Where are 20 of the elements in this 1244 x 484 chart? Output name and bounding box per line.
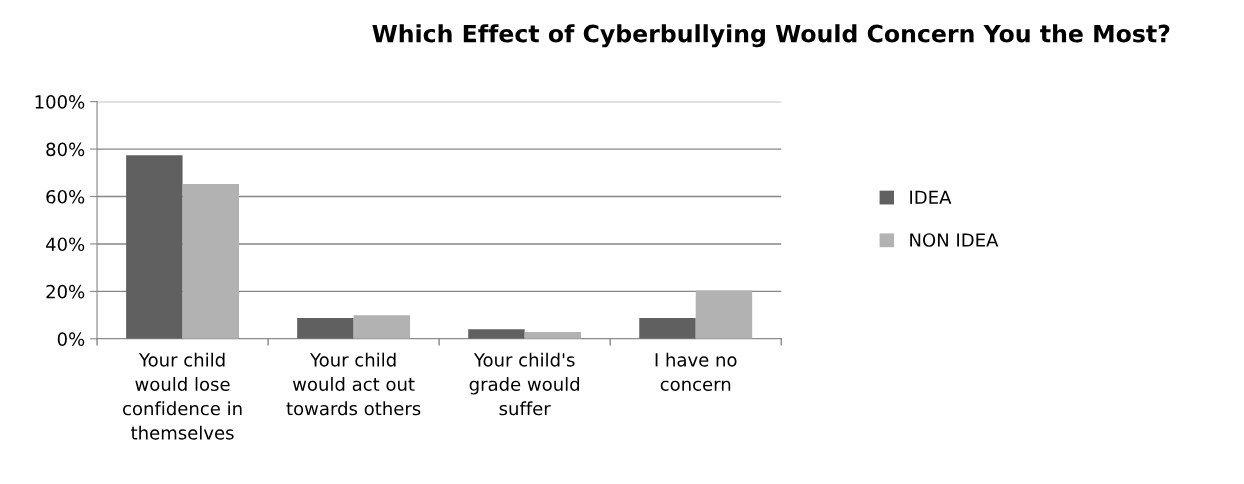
bar	[182, 183, 239, 339]
legend-label: NON IDEA	[910, 233, 999, 247]
bar	[126, 155, 183, 339]
bar	[639, 317, 696, 339]
legend-label: IDEA	[910, 190, 952, 204]
bar	[297, 317, 354, 339]
x-tick-label: Your child's grade would suffer	[469, 352, 580, 416]
bar	[695, 290, 753, 339]
y-tick-label: 100%	[35, 95, 85, 109]
y-tick-label: 40%	[45, 237, 85, 252]
y-tick-label: 20%	[46, 284, 85, 299]
y-tick-label: 80%	[46, 142, 85, 157]
x-tick-label: I have no concern	[655, 352, 737, 391]
y-tick-label: 60%	[46, 189, 85, 204]
bar	[468, 329, 525, 339]
x-tick-label: Your child would lose confidence in themselves	[123, 352, 242, 440]
y-tick-label: 0%	[57, 332, 85, 346]
bar	[353, 315, 411, 339]
x-tick-label: Your child would act out towards others	[286, 352, 421, 416]
chart-title: Which Effect of Cyberbullying Would Concern You the Most?	[372, 24, 1170, 48]
